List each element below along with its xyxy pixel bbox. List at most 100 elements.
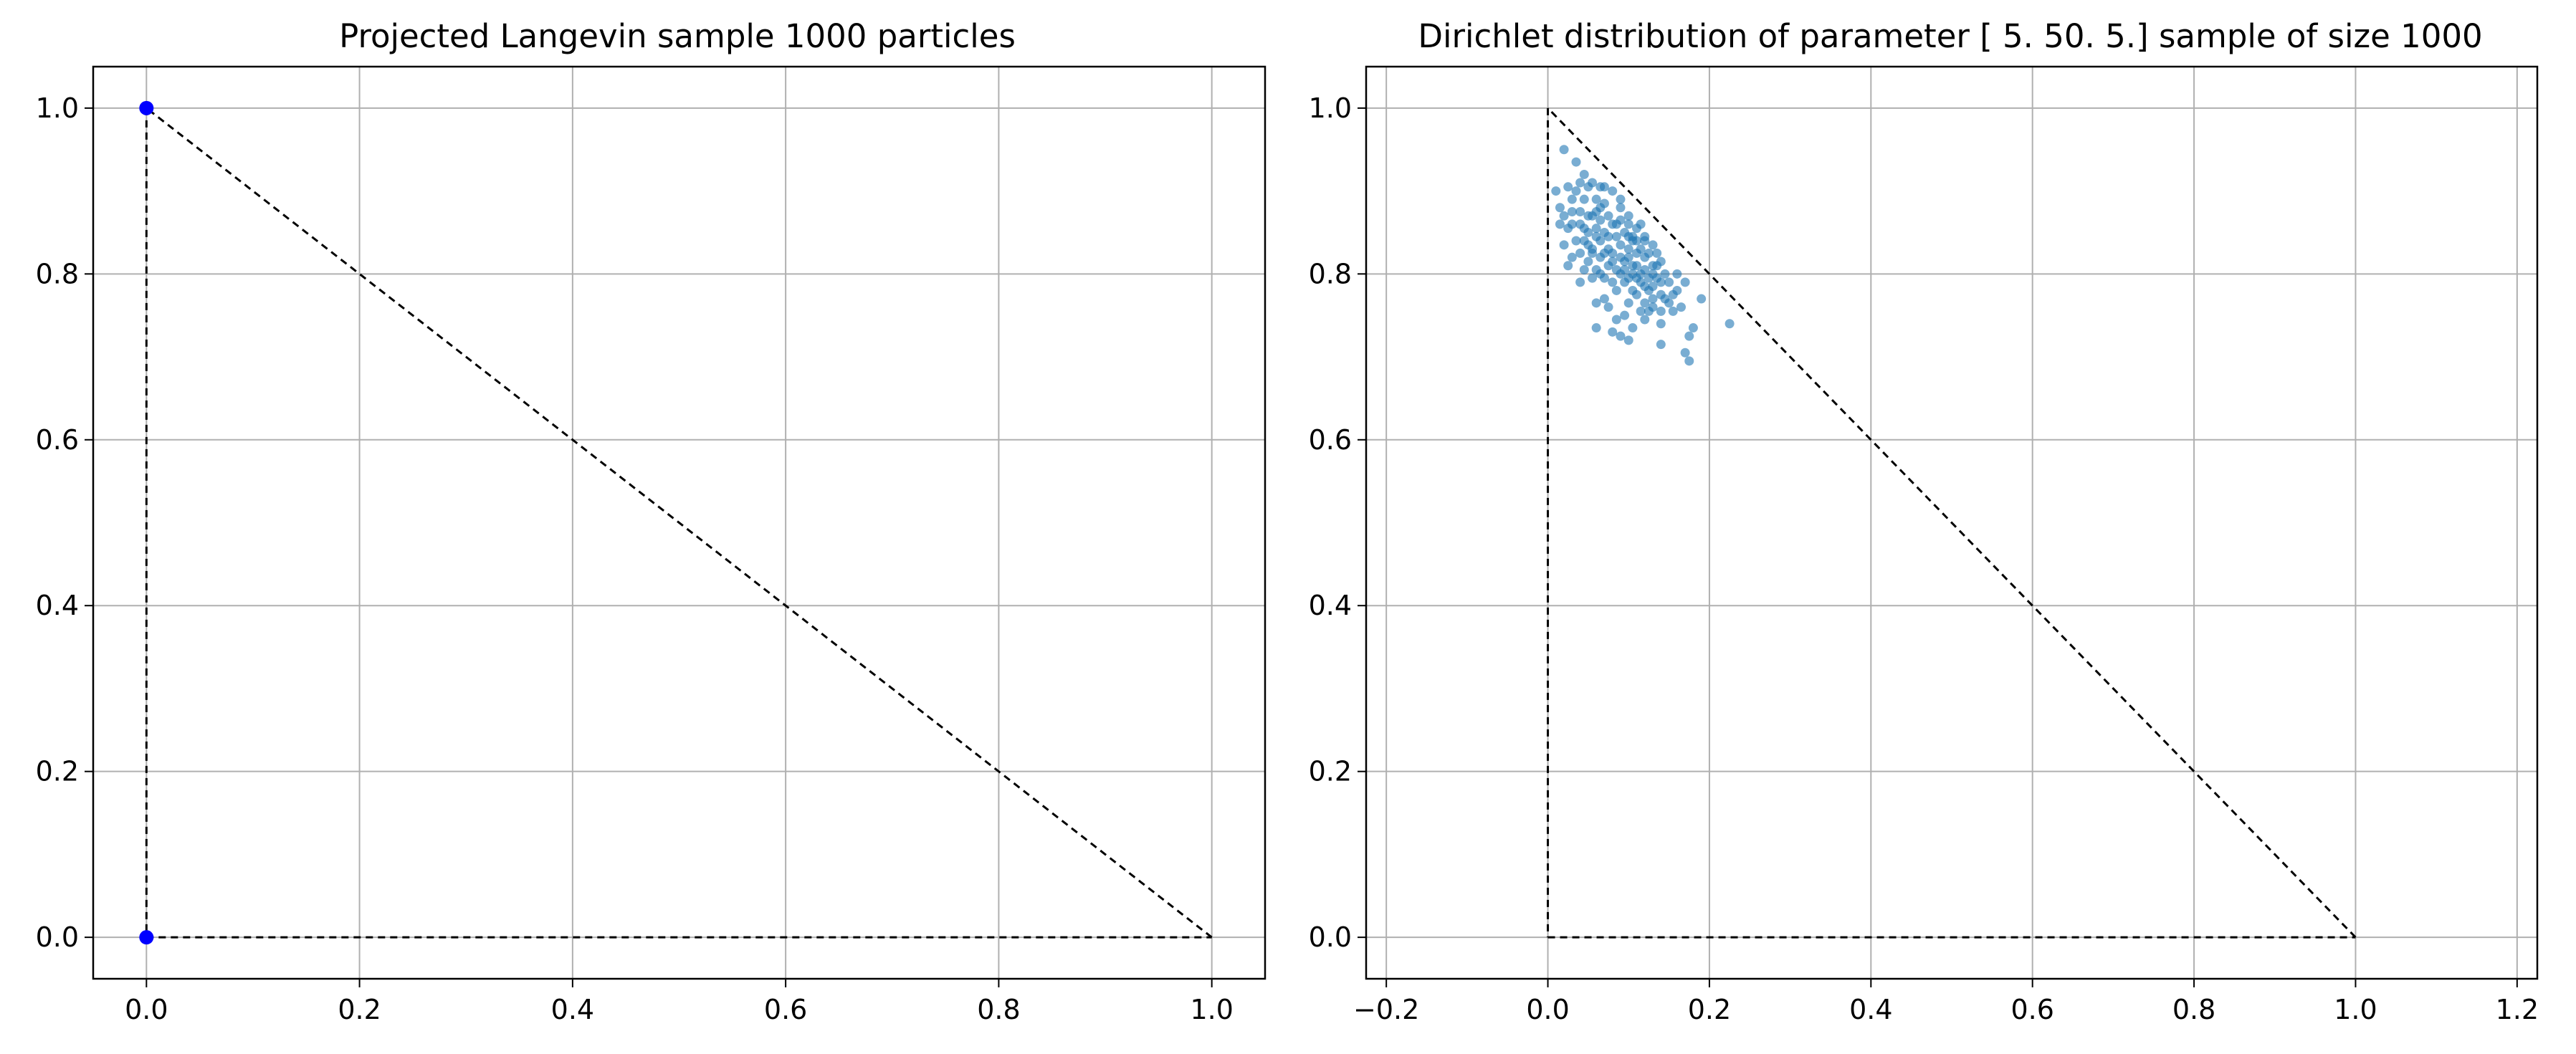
right-chart-point: [1603, 302, 1613, 312]
right-chart-point: [1620, 265, 1630, 275]
right-chart-point: [1563, 224, 1573, 234]
right-chart-x-tick-label: 0.4: [1849, 994, 1892, 1025]
right-chart-grid: [1366, 67, 2537, 979]
right-chart-point: [1579, 224, 1589, 234]
right-chart-point: [1623, 211, 1633, 221]
right-chart-y-tick-label: 0.6: [1309, 424, 1352, 456]
right-chart-point: [1591, 207, 1601, 217]
left-chart-x-tick-label: 0.2: [338, 994, 381, 1025]
right-chart-point: [1623, 335, 1633, 345]
right-chart-point: [1579, 169, 1589, 179]
right-chart-point: [1656, 277, 1666, 287]
right-chart-point: [1599, 182, 1609, 192]
right-chart-point: [1656, 306, 1666, 316]
right-chart-point: [1611, 285, 1621, 295]
right-chart-point: [1616, 252, 1626, 262]
right-chart-point: [1648, 282, 1658, 292]
right-chart-point: [1640, 252, 1650, 262]
right-chart-point: [1616, 331, 1626, 341]
right-chart-point: [1660, 294, 1670, 304]
right-chart-simplex-edge: [1547, 107, 2357, 939]
right-chart-point: [1608, 219, 1618, 229]
right-chart-point: [1608, 248, 1618, 258]
right-chart-point: [1656, 319, 1666, 329]
right-chart-point: [1595, 236, 1606, 246]
right-chart-point: [1591, 224, 1601, 234]
right-chart-point: [1559, 211, 1569, 221]
right-chart-point: [1648, 240, 1658, 250]
right-chart-point: [1591, 194, 1601, 204]
left-chart-x-tick-label: 0.4: [551, 994, 594, 1025]
right-chart-point: [1588, 178, 1598, 188]
right-chart-point: [1595, 269, 1606, 279]
right-chart-point: [1591, 323, 1601, 333]
right-chart-frame: [1365, 65, 2539, 980]
left-chart-x-tick-label: 0.0: [125, 994, 168, 1025]
right-chart-x-tick-label: 1.2: [2496, 994, 2539, 1025]
right-chart-point: [1684, 356, 1694, 366]
right-chart-point: [1571, 236, 1581, 246]
right-chart-point: [1616, 215, 1626, 225]
right-chart-point: [1591, 298, 1601, 308]
right-chart-point: [1636, 306, 1646, 316]
right-chart-point: [1555, 203, 1565, 213]
right-chart-panel: Dirichlet distribution of parameter [ 5.…: [1309, 17, 2539, 1025]
right-chart-y-tick-label: 0.4: [1309, 590, 1352, 621]
right-chart-point: [1583, 211, 1593, 221]
right-chart-y-tick-label: 0.8: [1309, 258, 1352, 289]
left-chart-y-tick-label: 0.4: [36, 590, 79, 621]
right-chart-point: [1628, 285, 1638, 295]
right-chart-point: [1559, 145, 1569, 155]
left-chart-grid: [93, 67, 1265, 979]
left-chart-title: Projected Langevin sample 1000 particles: [339, 17, 1016, 55]
right-chart-x-tick-label: 0.6: [2010, 994, 2053, 1025]
right-chart-ticks: −0.2 0.0 0.2 0.4 0.6 0.8 1.0 1.2 0.0 0.2 0.4 0.6 0.8…: [1309, 92, 2539, 1025]
right-chart-point: [1620, 277, 1630, 287]
right-chart-point: [1599, 294, 1609, 304]
right-chart-point: [1640, 298, 1650, 308]
right-chart-point: [1632, 236, 1642, 246]
right-chart-y-tick-label: 0.0: [1309, 921, 1352, 953]
right-chart-point: [1680, 348, 1690, 358]
right-chart-x-tick-label: 0.8: [2172, 994, 2215, 1025]
right-chart-point: [1559, 240, 1569, 250]
left-chart-simplex-edge: [146, 107, 1213, 939]
right-chart-point: [1611, 315, 1621, 325]
right-chart-point: [1575, 248, 1585, 258]
right-chart-point: [1632, 248, 1642, 258]
right-chart-point: [1579, 265, 1589, 275]
right-chart-title: Dirichlet distribution of parameter [ 5.…: [1418, 17, 2482, 55]
right-chart-point: [1616, 240, 1626, 250]
right-chart-point: [1575, 178, 1585, 188]
right-chart-point: [1583, 240, 1593, 250]
right-chart-point: [1652, 261, 1662, 271]
right-chart-point: [1672, 269, 1682, 279]
right-chart-points: [1551, 145, 1735, 366]
right-chart-point: [1644, 273, 1654, 283]
right-chart-point: [1623, 219, 1633, 229]
right-chart-point: [1628, 323, 1638, 333]
left-chart-point: [139, 100, 154, 115]
right-chart-point: [1616, 194, 1626, 204]
left-chart-x-tick-label: 0.6: [764, 994, 807, 1025]
right-chart-point: [1648, 302, 1658, 312]
left-chart-panel: Projected Langevin sample 1000 particles…: [36, 17, 1266, 1025]
left-chart-y-tick-label: 1.0: [36, 92, 79, 124]
right-chart-point: [1563, 261, 1573, 271]
right-chart-point: [1640, 282, 1650, 292]
left-chart-x-tick-label: 0.8: [977, 994, 1020, 1025]
right-chart-point: [1725, 319, 1735, 329]
right-chart-point: [1640, 315, 1650, 325]
right-chart-point: [1623, 244, 1633, 254]
right-chart-point: [1684, 331, 1694, 341]
right-chart-point: [1571, 157, 1581, 167]
right-chart-point: [1567, 207, 1577, 217]
right-chart-point: [1697, 294, 1707, 304]
right-chart-point: [1628, 261, 1638, 271]
right-chart-point: [1551, 186, 1561, 196]
left-chart-frame: [92, 65, 1266, 980]
right-chart-point: [1664, 277, 1674, 287]
right-chart-x-tick-label: −0.2: [1353, 994, 1419, 1025]
